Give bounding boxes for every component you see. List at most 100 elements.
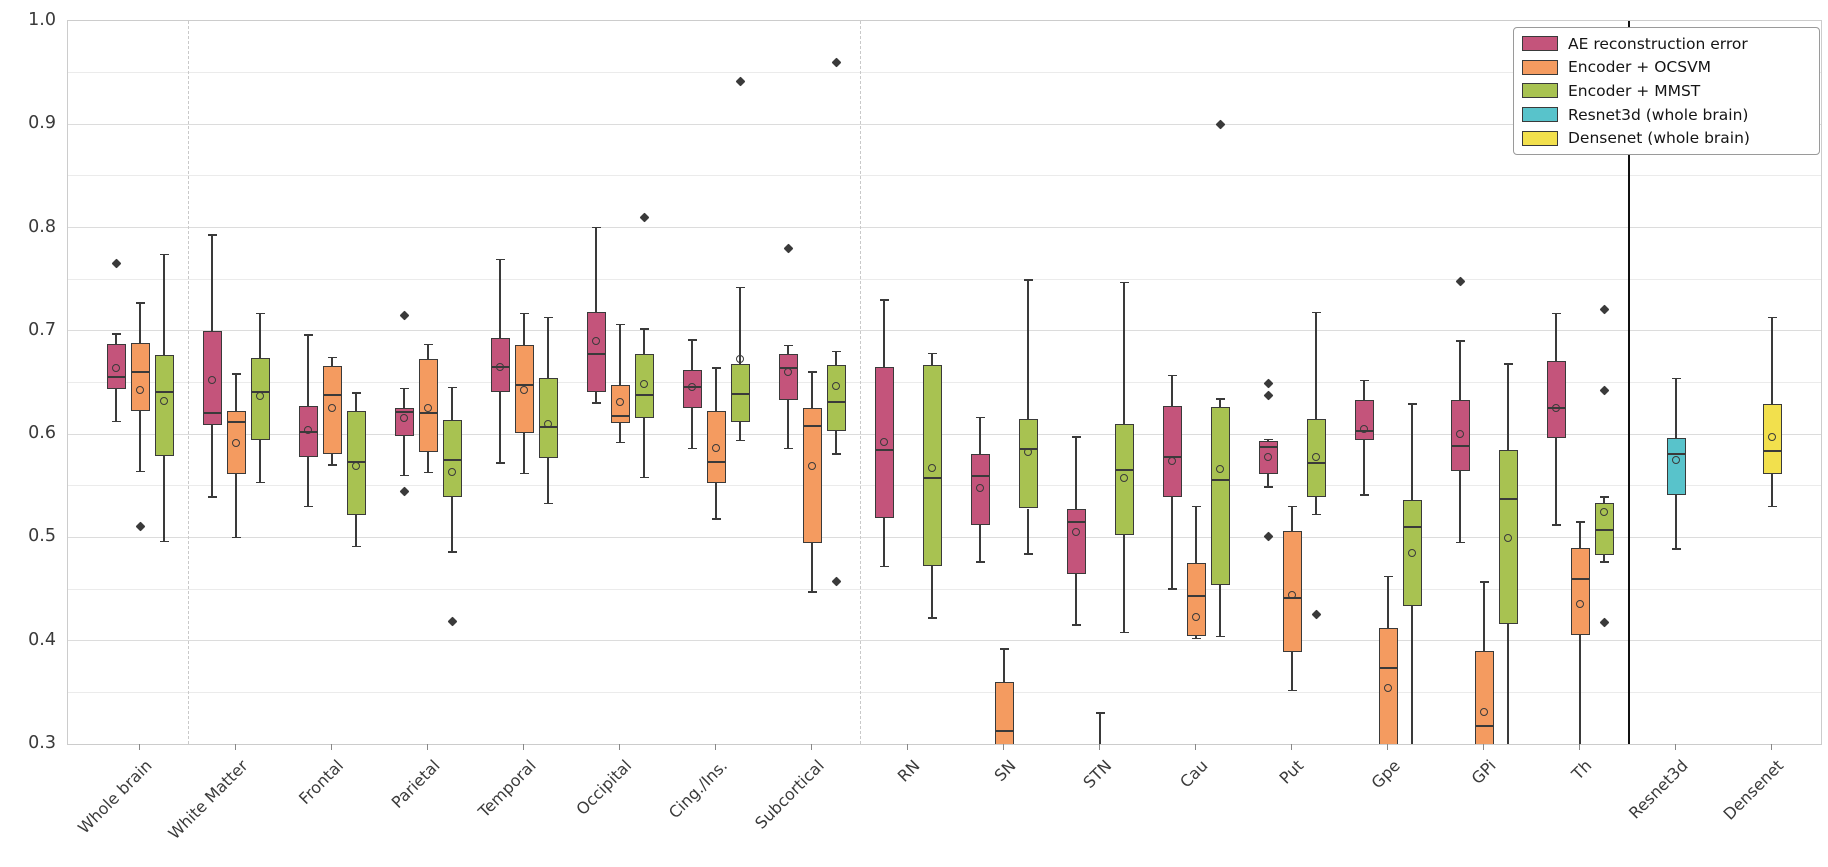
whisker-cap-upper xyxy=(999,648,1009,650)
box-rect xyxy=(1186,563,1206,636)
y-tick-label: 0.7 xyxy=(28,319,56,340)
whisker-cap-upper xyxy=(783,344,793,347)
y-tick-label: 0.5 xyxy=(28,526,56,547)
whisker-lower xyxy=(547,457,549,504)
whisker-cap-lower xyxy=(231,536,241,539)
box-median-line xyxy=(1307,462,1325,465)
whisker-cap-lower xyxy=(1767,505,1777,508)
whisker-lower xyxy=(1219,584,1221,637)
box-mean-marker xyxy=(880,438,888,447)
box-mean-marker xyxy=(136,385,144,394)
whisker-lower xyxy=(715,482,717,519)
whisker-lower xyxy=(211,424,213,498)
x-tick-mark xyxy=(1195,744,1196,750)
whisker-cap-lower xyxy=(111,420,121,423)
whisker-lower xyxy=(355,514,357,547)
whisker-cap-upper xyxy=(1455,340,1465,342)
box-mean-marker xyxy=(1600,507,1608,516)
whisker-cap-upper xyxy=(1167,374,1177,377)
outlier-marker xyxy=(783,243,793,254)
separator-solid-line xyxy=(1628,21,1630,744)
gridline xyxy=(68,433,1821,435)
box-mean-marker xyxy=(1168,456,1176,465)
whisker-cap-upper xyxy=(735,286,745,289)
box-median-line xyxy=(131,371,149,374)
outlier-marker xyxy=(1599,385,1609,396)
x-tick-mark xyxy=(1483,744,1484,750)
whisker-lower xyxy=(619,422,621,443)
gridline xyxy=(68,123,1821,125)
whisker-cap-upper xyxy=(207,234,217,236)
whisker-cap-upper xyxy=(1599,496,1609,498)
box-rect xyxy=(802,408,822,543)
gridline xyxy=(68,227,1821,229)
whisker-lower xyxy=(811,542,813,593)
whisker-cap-upper xyxy=(807,371,817,373)
whisker-cap-upper xyxy=(1071,436,1081,438)
whisker-upper xyxy=(259,313,261,358)
box-median-line xyxy=(227,420,245,423)
whisker-upper xyxy=(1291,506,1293,532)
whisker-lower xyxy=(1171,497,1173,590)
whisker-upper xyxy=(547,317,549,379)
whisker-cap-lower xyxy=(1191,637,1201,640)
outlier-marker xyxy=(135,521,145,532)
gridline xyxy=(68,588,1821,590)
box-mean-marker xyxy=(736,354,744,363)
box-mean-marker xyxy=(1672,455,1680,464)
whisker-upper xyxy=(1315,312,1317,419)
whisker-lower xyxy=(1123,535,1125,633)
gridline xyxy=(68,640,1821,642)
whisker-cap-upper xyxy=(303,334,313,336)
x-tick-mark xyxy=(523,744,524,750)
x-tick-label-text: Resnet3d xyxy=(1624,756,1692,823)
whisker-cap-lower xyxy=(591,402,601,404)
whisker-upper xyxy=(1123,282,1125,424)
box-mean-marker xyxy=(520,385,528,394)
box-rect xyxy=(730,363,750,422)
whisker-cap-upper xyxy=(975,416,985,419)
whisker-cap-lower xyxy=(1071,624,1081,626)
x-tick-mark xyxy=(811,744,812,750)
whisker-cap-lower xyxy=(975,561,985,563)
outlier-marker xyxy=(1263,390,1273,401)
legend-label: Encoder + MMST xyxy=(1568,81,1701,100)
box-mean-marker xyxy=(544,419,552,428)
box-rect xyxy=(154,354,174,456)
box-mean-marker xyxy=(1120,473,1128,482)
whisker-cap-upper xyxy=(615,323,625,326)
whisker-upper xyxy=(307,334,309,407)
box-mean-marker xyxy=(496,363,504,371)
box-rect xyxy=(1594,503,1614,555)
whisker-cap-lower xyxy=(303,505,313,508)
whisker-upper xyxy=(1603,497,1605,504)
whisker-cap-lower xyxy=(327,464,337,466)
whisker-upper xyxy=(739,287,741,364)
whisker-cap-lower xyxy=(687,447,697,450)
outlier-marker xyxy=(1311,609,1321,620)
box-median-line xyxy=(1475,725,1493,728)
whisker-lower xyxy=(1603,554,1605,563)
whisker-cap-upper xyxy=(519,312,529,315)
box-mean-marker xyxy=(424,404,432,413)
box-median-line xyxy=(1595,529,1613,532)
whisker-upper xyxy=(1411,404,1413,501)
whisker-lower xyxy=(787,400,789,449)
whisker-cap-upper xyxy=(831,350,841,353)
whisker-cap-upper xyxy=(255,312,265,315)
whisker-lower xyxy=(1675,495,1677,549)
box-mean-marker xyxy=(976,483,984,492)
whisker-cap-lower xyxy=(399,474,409,477)
whisker-lower xyxy=(1555,438,1557,526)
whisker-lower xyxy=(1411,605,1413,744)
box-median-line xyxy=(995,729,1013,732)
x-tick-label-text: White Matter xyxy=(164,756,252,844)
whisker-cap-upper xyxy=(1095,712,1105,714)
whisker-upper xyxy=(1171,375,1173,407)
box-median-line xyxy=(875,448,893,451)
box-rect xyxy=(1474,651,1494,744)
box-median-line xyxy=(1067,520,1085,523)
whisker-upper xyxy=(1459,341,1461,401)
box-median-line xyxy=(779,367,797,370)
whisker-lower xyxy=(139,411,141,472)
